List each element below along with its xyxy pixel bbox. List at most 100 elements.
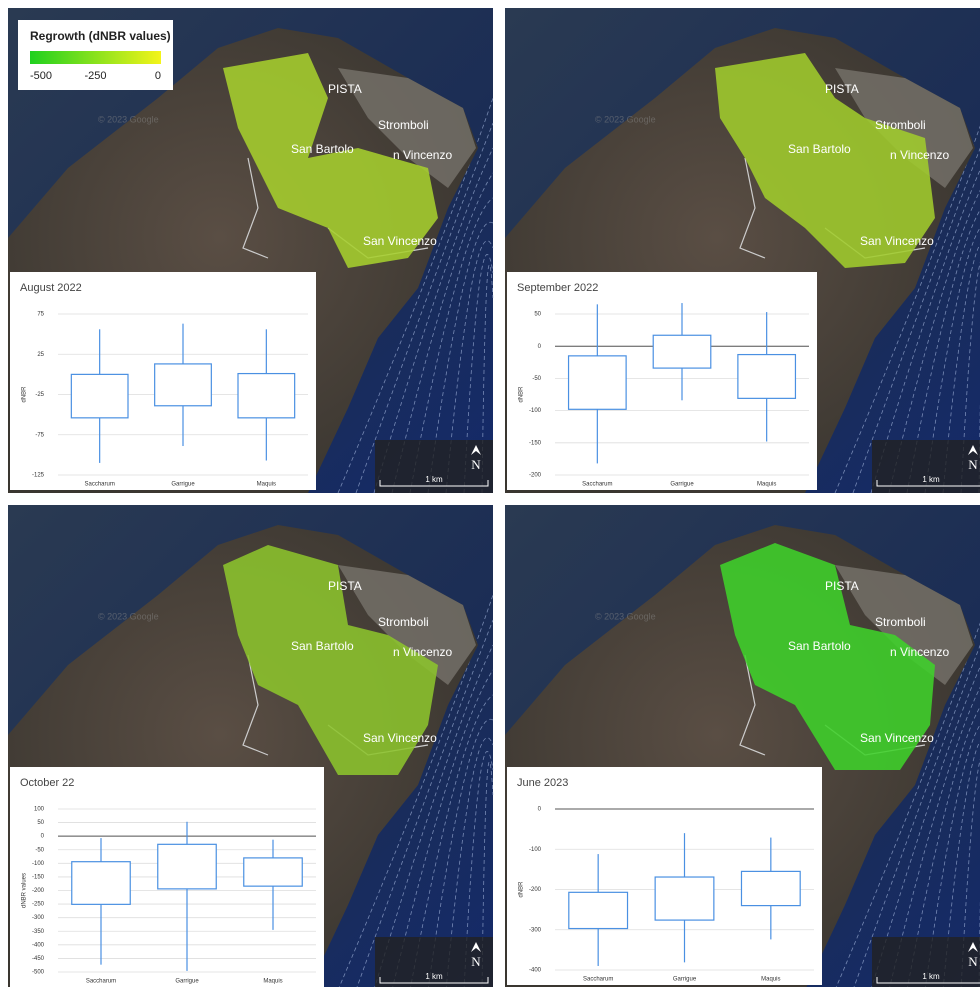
x-tick-label: Maquis [761, 977, 780, 983]
y-tick-label: -100 [32, 861, 45, 867]
y-tick-label: -100 [529, 408, 542, 414]
y-tick-label: 100 [34, 807, 45, 813]
box [653, 335, 711, 368]
x-tick-label: Saccharum [84, 482, 114, 488]
map-label: n Vincenzo [890, 645, 949, 659]
north-arrow: N [471, 954, 481, 969]
map-label: PISTA [825, 579, 859, 593]
map-label: San Bartolo [788, 639, 851, 653]
y-tick-label: -200 [32, 888, 45, 894]
scale-label: 1 km [922, 475, 940, 484]
map-watermark: © 2023 Google [595, 114, 656, 124]
map-label: n Vincenzo [393, 645, 452, 659]
x-tick-label: Maquis [757, 482, 776, 488]
chart-title: August 2022 [20, 282, 82, 294]
x-tick-label: Saccharum [582, 482, 612, 488]
y-tick-label: -300 [529, 927, 542, 933]
map-label: Stromboli [378, 615, 429, 629]
x-tick-label: Garrigue [670, 482, 694, 488]
box [71, 374, 128, 417]
y-tick-label: -50 [532, 376, 541, 382]
scale-label: 1 km [425, 972, 443, 981]
x-tick-label: Saccharum [583, 977, 613, 983]
y-tick-label: -75 [35, 432, 44, 438]
box [244, 858, 302, 886]
y-tick-label: -400 [529, 968, 542, 974]
x-tick-label: Garrigue [175, 979, 199, 985]
map-label: San Vincenzo [860, 234, 934, 248]
y-tick-label: -150 [529, 440, 542, 446]
y-tick-label: -300 [32, 915, 45, 921]
map-panel: © 2023 Google PISTA Stromboli San Bartolo n … [505, 8, 980, 493]
north-arrow: N [968, 954, 978, 969]
map-label: San Bartolo [291, 142, 354, 156]
map-label: San Vincenzo [860, 731, 934, 745]
box [738, 355, 796, 399]
colorbar-label: -250 [84, 70, 106, 82]
y-axis-label: dNBR [519, 881, 525, 898]
box [155, 364, 212, 406]
y-tick-label: -350 [32, 929, 45, 935]
y-tick-label: -50 [35, 847, 44, 853]
y-tick-label: -100 [529, 847, 542, 853]
colorbar-label: -500 [30, 70, 52, 82]
colorbar [30, 51, 161, 64]
y-axis-label: dNBR values [22, 873, 28, 908]
map-label: n Vincenzo [393, 148, 452, 162]
y-tick-label: -450 [32, 956, 45, 962]
y-tick-label: -400 [32, 942, 45, 948]
scale-box [872, 440, 980, 493]
map-panel: © 2023 Google PISTA Stromboli San Bartolo n … [505, 505, 980, 987]
y-tick-label: -250 [32, 902, 45, 908]
map-label: San Bartolo [788, 142, 851, 156]
x-tick-label: Maquis [263, 979, 282, 985]
map-label: Stromboli [378, 118, 429, 132]
map-watermark: © 2023 Google [595, 611, 656, 621]
y-tick-label: -150 [32, 874, 45, 880]
scale-label: 1 km [922, 972, 940, 981]
x-tick-label: Garrigue [171, 482, 195, 488]
y-tick-label: -200 [529, 887, 542, 893]
map-label: San Vincenzo [363, 731, 437, 745]
chart-inset: September 2022dNBR-200-150-100-50050Sacc… [507, 272, 817, 490]
map-label: n Vincenzo [890, 148, 949, 162]
north-arrow: N [471, 457, 481, 472]
y-axis-label: dNBR [519, 386, 525, 403]
page: © 2023 Google PISTA Stromboli San Bartolo n … [0, 0, 980, 992]
box [741, 871, 800, 905]
box [238, 374, 295, 418]
y-tick-label: 50 [534, 312, 541, 318]
y-tick-label: -125 [32, 473, 45, 479]
map-label: PISTA [328, 579, 362, 593]
x-tick-label: Maquis [257, 482, 276, 488]
colorbar-label: 0 [155, 70, 161, 82]
map-watermark: © 2023 Google [98, 114, 159, 124]
map-label: PISTA [328, 82, 362, 96]
x-tick-label: Garrigue [673, 977, 697, 983]
box [72, 862, 130, 905]
scale-label: 1 km [425, 475, 443, 484]
y-tick-label: -500 [32, 970, 45, 976]
chart-inset: June 2023dNBR-400-300-200-1000SaccharumG… [507, 767, 822, 985]
x-tick-label: Saccharum [86, 979, 116, 985]
y-tick-label: -25 [35, 392, 44, 398]
chart-title: October 22 [20, 777, 74, 789]
map-watermark: © 2023 Google [98, 611, 159, 621]
chart-inset: October 22 dNBR values -500 -450 -400 -350 -30… [10, 767, 324, 987]
figure: © 2023 Google PISTA Stromboli San Bartolo n … [0, 0, 980, 987]
map-label: PISTA [825, 82, 859, 96]
box [569, 356, 627, 409]
map-label: San Vincenzo [363, 234, 437, 248]
y-tick-label: 50 [37, 820, 44, 826]
y-tick-label: -200 [529, 473, 542, 479]
y-tick-label: 75 [37, 312, 44, 318]
map-label: Stromboli [875, 118, 926, 132]
map-label: Stromboli [875, 615, 926, 629]
box [655, 877, 714, 920]
chart-title: June 2023 [517, 777, 568, 789]
y-axis-label: dNBR [22, 386, 28, 403]
box [158, 844, 216, 889]
